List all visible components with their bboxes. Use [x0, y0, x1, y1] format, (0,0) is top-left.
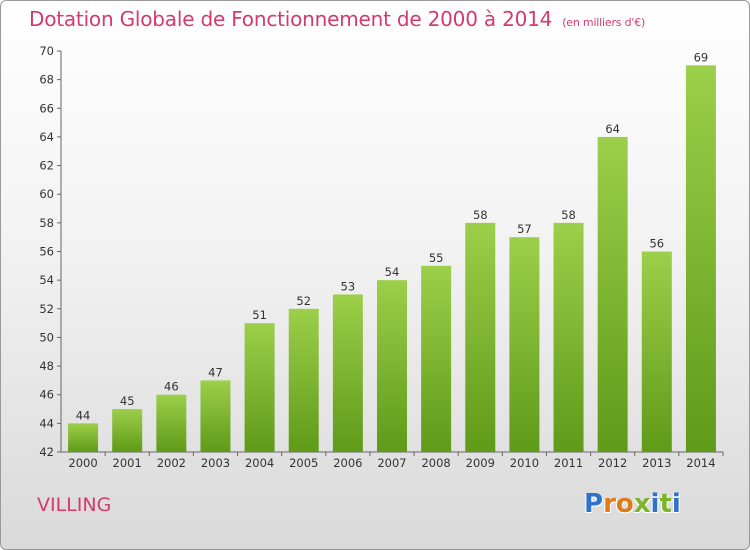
- bar-2006: [332, 294, 363, 452]
- y-tick-label: 62: [39, 159, 54, 173]
- logo-letter: o: [615, 489, 634, 519]
- logo-letter: i: [671, 489, 681, 519]
- chart-title-text: Dotation Globale de Fonctionnement de 20…: [29, 7, 553, 31]
- bar-2010: [509, 237, 540, 452]
- x-tick-label: 2009: [466, 456, 495, 470]
- bar-2014: [685, 65, 716, 453]
- bar-2012: [597, 136, 628, 452]
- x-tick-label: 2013: [642, 456, 671, 470]
- bar-2008: [421, 265, 452, 452]
- bar-value-label: 51: [252, 308, 267, 322]
- x-tick-label: 2010: [510, 456, 539, 470]
- proxiti-logo: Proxiti: [584, 489, 681, 519]
- logo-letter: i: [650, 489, 660, 519]
- bar-2009: [465, 222, 496, 452]
- bar-value-label: 57: [517, 222, 532, 236]
- y-tick-label: 58: [39, 216, 54, 230]
- x-tick-label: 2004: [245, 456, 274, 470]
- y-tick-label: 66: [39, 101, 54, 115]
- bar-value-label: 58: [473, 208, 488, 222]
- bar-value-label: 52: [296, 294, 311, 308]
- bar-value-label: 55: [429, 251, 444, 265]
- y-tick-label: 64: [39, 130, 54, 144]
- bar-value-label: 64: [605, 122, 620, 136]
- y-tick-label: 44: [39, 416, 54, 430]
- bar-2005: [288, 308, 319, 452]
- x-tick-label: 2014: [686, 456, 715, 470]
- x-tick-label: 2002: [157, 456, 186, 470]
- bar-2013: [641, 251, 672, 452]
- x-tick-label: 2000: [68, 456, 97, 470]
- y-tick-label: 42: [39, 445, 54, 459]
- bar-value-label: 58: [561, 208, 576, 222]
- bar-2004: [244, 323, 275, 452]
- logo-letter: x: [633, 489, 651, 519]
- bar-value-label: 54: [385, 265, 400, 279]
- logo-letter: r: [603, 489, 616, 519]
- bar-2002: [156, 394, 187, 452]
- x-tick-label: 2011: [554, 456, 583, 470]
- logo-letter: t: [659, 489, 672, 519]
- bar-value-label: 53: [341, 279, 356, 293]
- y-tick-label: 56: [39, 245, 54, 259]
- bar-value-label: 45: [120, 394, 135, 408]
- commune-name: VILLING: [37, 494, 112, 516]
- y-tick-label: 50: [39, 330, 54, 344]
- bar-2001: [112, 409, 143, 452]
- chart-title: Dotation Globale de Fonctionnement de 20…: [29, 7, 645, 31]
- chart-bars: 44 45 46 47 51 52 53 54 55 58 57 58 64 56 69: [68, 50, 716, 453]
- y-tick-label: 68: [39, 73, 54, 87]
- bar-value-label: 46: [164, 380, 179, 394]
- bar-2000: [68, 423, 99, 452]
- bar-value-label: 69: [694, 50, 709, 64]
- bar-value-label: 47: [208, 365, 223, 379]
- bar-2011: [553, 222, 584, 452]
- y-tick-label: 54: [39, 273, 54, 287]
- y-tick-label: 48: [39, 359, 54, 373]
- x-tick-label: 2007: [377, 456, 406, 470]
- y-tick-label: 46: [39, 388, 54, 402]
- y-tick-label: 60: [39, 187, 54, 201]
- chart-axes: 42 44 46 48 50 52 54 56 58 60 62 64 66 68 70 2000 2001 20…: [39, 44, 724, 470]
- bar-value-label: 44: [76, 408, 91, 422]
- bar-value-label: 56: [649, 237, 664, 251]
- x-tick-label: 2006: [333, 456, 362, 470]
- logo-letter: P: [584, 489, 604, 519]
- x-tick-label: 2008: [421, 456, 450, 470]
- chart-subtitle: (en milliers d'€): [562, 16, 646, 29]
- y-tick-label: 70: [39, 44, 54, 58]
- x-tick-label: 2003: [201, 456, 230, 470]
- x-tick-label: 2012: [598, 456, 627, 470]
- y-tick-label: 52: [39, 302, 54, 316]
- x-tick-label: 2001: [113, 456, 142, 470]
- bar-2007: [377, 280, 407, 452]
- x-tick-label: 2005: [289, 456, 318, 470]
- bar-2003: [200, 380, 231, 452]
